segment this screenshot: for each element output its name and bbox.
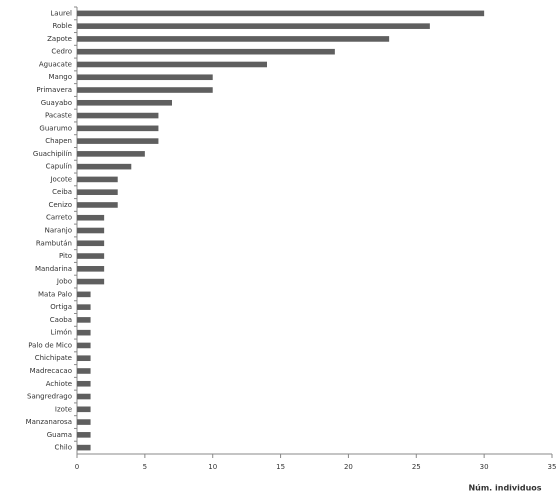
bar — [77, 317, 91, 323]
x-axis-label: Núm. individuos — [468, 484, 541, 493]
bar — [77, 214, 105, 221]
y-tick-label: Guama — [47, 431, 72, 439]
y-tick-label: Manzanarosa — [26, 418, 72, 426]
y-tick-label: Laurel — [50, 9, 72, 17]
x-tick-label: 25 — [412, 463, 421, 471]
y-tick-label: Aguacate — [39, 60, 72, 68]
bar — [77, 432, 91, 438]
bar — [77, 163, 132, 170]
x-tick-label: 0 — [75, 463, 79, 471]
bar — [77, 380, 91, 387]
bar — [77, 329, 91, 336]
y-tick-label: Chilo — [55, 444, 73, 452]
bar — [77, 125, 159, 132]
bar — [77, 61, 267, 68]
y-tick-label: Ceiba — [52, 188, 72, 196]
bar — [77, 266, 105, 272]
bar — [77, 74, 213, 81]
y-tick-label: Sangredrago — [27, 393, 72, 401]
bar — [77, 99, 172, 106]
y-tick-label: Mango — [49, 73, 73, 81]
bar — [77, 368, 91, 374]
y-tick-label: Zapote — [47, 35, 72, 43]
bar — [77, 138, 159, 144]
bar — [77, 87, 213, 93]
bar — [77, 48, 335, 55]
bar — [77, 444, 91, 451]
y-tick-label: Capulín — [46, 163, 72, 171]
bar — [77, 202, 118, 208]
bar — [77, 278, 105, 285]
bar — [77, 393, 91, 400]
bar — [77, 406, 91, 413]
bar — [77, 291, 91, 298]
x-tick-label: 20 — [344, 463, 353, 471]
y-tick-label: Guarumo — [39, 124, 72, 132]
bar — [77, 189, 118, 195]
y-tick-label: Cenizo — [48, 201, 72, 209]
y-tick-label: Guayabo — [41, 99, 72, 107]
x-tick-label: 30 — [480, 463, 489, 471]
bar — [77, 151, 145, 157]
y-tick-label: Izote — [55, 405, 72, 413]
y-tick-label: Roble — [52, 22, 72, 30]
y-tick-label: Caoba — [50, 316, 72, 324]
bar — [77, 355, 91, 362]
y-tick-label: Mata Palo — [38, 290, 72, 298]
y-tick-label: Cedro — [51, 48, 72, 56]
y-tick-label: Palo de Mico — [28, 341, 72, 349]
bar — [77, 36, 390, 42]
bar — [77, 304, 91, 310]
y-tick-label: Guachipilín — [33, 150, 72, 158]
bar — [77, 112, 159, 119]
bar — [77, 419, 91, 425]
y-tick-label: Pacaste — [45, 112, 72, 120]
y-tick-label: Naranjo — [45, 227, 72, 235]
y-tick-label: Pito — [59, 252, 72, 260]
x-tick-label: 15 — [276, 463, 285, 471]
y-tick-label: Ortiga — [50, 303, 72, 311]
x-tick-label: 10 — [208, 463, 217, 471]
y-tick-label: Chichipate — [35, 354, 72, 362]
y-tick-label: Chapen — [45, 137, 72, 145]
y-tick-label: Rambután — [36, 239, 72, 247]
bar — [77, 10, 485, 17]
bar — [77, 253, 105, 259]
y-tick-label: Mandarina — [35, 265, 72, 273]
x-tick-label: 5 — [143, 463, 147, 471]
bar — [77, 240, 105, 247]
bar — [77, 227, 105, 234]
bar — [77, 23, 430, 29]
y-tick-label: Jocote — [49, 175, 72, 183]
y-tick-label: Limón — [51, 329, 72, 337]
y-tick-label: Madrecacao — [30, 367, 72, 375]
bar — [77, 176, 118, 183]
x-tick-label: 35 — [548, 463, 557, 471]
y-tick-label: Achiote — [46, 380, 72, 388]
y-tick-label: Carreto — [46, 214, 72, 222]
bar — [77, 342, 91, 349]
y-tick-label: Primavera — [36, 86, 72, 94]
y-tick-label: Jobo — [56, 278, 72, 286]
